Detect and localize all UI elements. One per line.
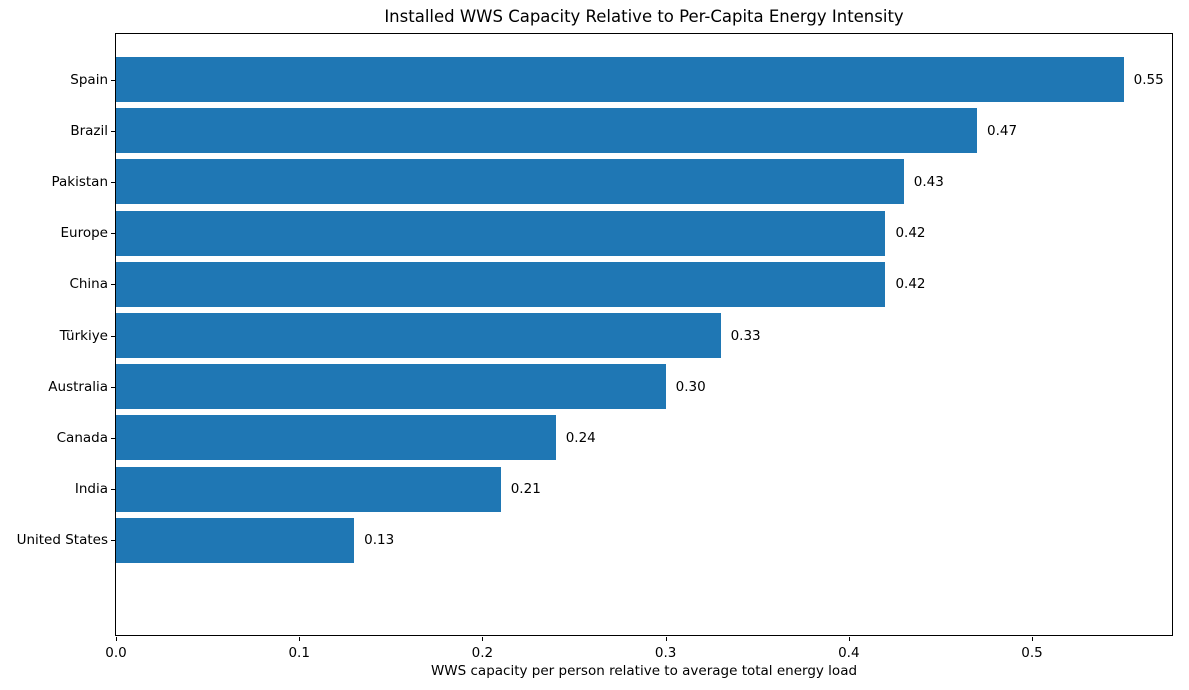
bar-value-label: 0.13 (364, 532, 395, 549)
y-tick-mark (111, 437, 115, 439)
y-tick-label: Spain (70, 71, 108, 88)
x-tick-label: 0.0 (105, 645, 127, 661)
x-tick-label: 0.2 (471, 645, 494, 661)
bar (116, 517, 355, 563)
x-tick-label: 0.1 (288, 645, 310, 661)
x-tick-label: 0.4 (838, 645, 860, 661)
y-tick-mark (111, 540, 115, 542)
x-tick-mark (299, 637, 301, 641)
bar (116, 313, 721, 358)
y-tick-label: Brazil (70, 122, 108, 139)
y-tick-mark (111, 79, 115, 81)
bar-value-label: 0.47 (987, 122, 1018, 139)
y-tick-label: Türkiye (59, 327, 108, 344)
bar-value-label: 0.30 (675, 378, 706, 395)
y-tick-mark (111, 130, 115, 132)
x-tick-label: 0.5 (1021, 645, 1043, 661)
x-tick-mark (848, 637, 850, 641)
y-tick-label: Australia (48, 378, 108, 395)
y-tick-mark (111, 386, 115, 388)
bar-value-label: 0.21 (510, 481, 541, 498)
x-tick-mark (665, 637, 667, 641)
y-tick-mark (111, 233, 115, 235)
y-tick-label: United States (16, 532, 108, 549)
bar (116, 466, 501, 512)
x-axis-label: WWS capacity per person relative to aver… (430, 663, 858, 679)
bar (116, 210, 886, 256)
y-tick-mark (111, 335, 115, 337)
y-tick-label: Canada (56, 429, 108, 446)
bar (116, 415, 556, 461)
y-tick-mark (111, 284, 115, 286)
x-tick-mark (1032, 637, 1034, 641)
bar (116, 364, 666, 410)
bar-value-label: 0.24 (565, 429, 596, 446)
bar-value-label: 0.33 (730, 327, 761, 344)
bar-value-label: 0.42 (895, 225, 926, 242)
bar-value-label: 0.42 (895, 276, 926, 293)
plot-area: 0.55 Spain 0.47 Brazil 0.43 Pakistan 0.42 Europ… (17, 33, 1173, 661)
bar-value-label: 0.55 (1133, 71, 1164, 88)
y-tick-label: India (74, 481, 108, 498)
y-tick-label: Pakistan (51, 173, 108, 190)
y-tick-label: Europe (60, 225, 108, 242)
bar (116, 57, 1124, 103)
bar (116, 159, 904, 205)
chart-title: Installed WWS Capacity Relative to Per-C… (384, 7, 904, 26)
bar-value-label: 0.43 (913, 173, 944, 190)
x-tick-mark (482, 637, 484, 641)
y-tick-mark (111, 489, 115, 491)
y-tick-mark (111, 181, 115, 183)
bar (116, 108, 978, 154)
bar (116, 261, 886, 307)
x-tick-label: 0.3 (654, 645, 677, 661)
x-tick-mark (116, 637, 117, 641)
y-tick-label: China (69, 276, 108, 293)
